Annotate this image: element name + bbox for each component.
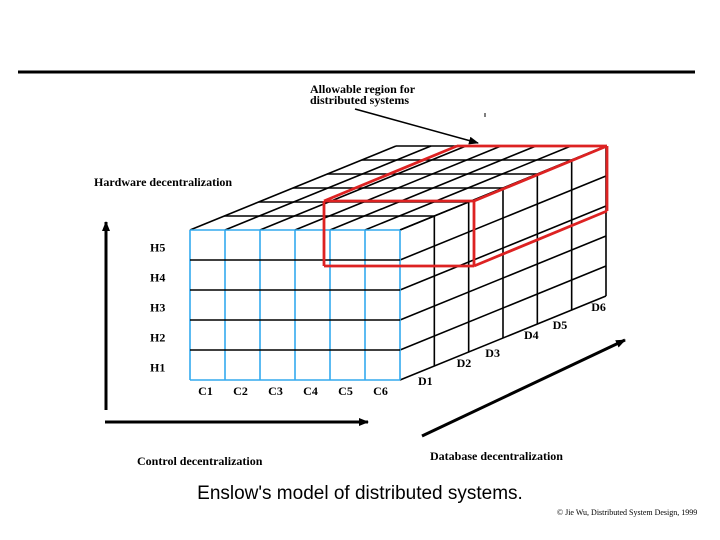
side-depth-line bbox=[399, 205, 607, 291]
database-level-d6: D6 bbox=[591, 300, 606, 314]
allowable-region-pointer bbox=[354, 108, 479, 145]
allowable-region-box bbox=[322, 144, 609, 268]
hardware-axis-label: Hardware decentralization bbox=[94, 175, 232, 189]
region-top-left-depth bbox=[323, 144, 458, 203]
side-depth-line bbox=[399, 235, 607, 321]
allowable-region-label-line2: distributed systems bbox=[310, 93, 409, 107]
database-level-d3: D3 bbox=[485, 346, 500, 360]
front-face-grid bbox=[189, 229, 401, 381]
database-level-d2: D2 bbox=[457, 356, 472, 370]
database-level-d5: D5 bbox=[553, 318, 568, 332]
region-bottom-right-depth bbox=[473, 209, 608, 268]
allowable-region-label-line1: Allowable region for bbox=[310, 82, 416, 96]
side-depth-line bbox=[399, 295, 607, 381]
control-level-c5: C5 bbox=[338, 384, 353, 398]
hardware-level-h4: H4 bbox=[150, 271, 165, 285]
control-level-c6: C6 bbox=[373, 384, 388, 398]
hardware-level-h2: H2 bbox=[150, 331, 165, 345]
side-depth-line bbox=[399, 175, 607, 261]
database-axis-arrow bbox=[421, 338, 626, 438]
region-top-right-depth bbox=[473, 144, 608, 203]
hardware-level-h1: H1 bbox=[150, 361, 165, 375]
cube-grid bbox=[189, 145, 607, 381]
control-level-c3: C3 bbox=[268, 384, 283, 398]
hardware-level-labels: H1 H2 H3 H4 H5 bbox=[150, 241, 165, 375]
database-level-d4: D4 bbox=[524, 328, 539, 342]
control-axis-label: Control decentralization bbox=[137, 454, 263, 468]
control-level-labels: C1 C2 C3 C4 C5 C6 bbox=[198, 384, 388, 398]
copyright-note: © Jie Wu, Distributed System Design, 199… bbox=[557, 508, 698, 517]
control-level-c1: C1 bbox=[198, 384, 213, 398]
figure-caption: Enslow's model of distributed systems. bbox=[197, 483, 523, 504]
control-level-c2: C2 bbox=[233, 384, 248, 398]
control-level-c4: C4 bbox=[303, 384, 318, 398]
database-level-d1: D1 bbox=[418, 374, 433, 388]
database-axis-label: Database decentralization bbox=[430, 449, 563, 463]
hardware-level-h5: H5 bbox=[150, 241, 165, 255]
side-depth-line bbox=[399, 265, 607, 351]
database-level-labels: D1 D2 D3 D4 D5 D6 bbox=[418, 300, 606, 388]
hardware-level-h3: H3 bbox=[150, 301, 165, 315]
